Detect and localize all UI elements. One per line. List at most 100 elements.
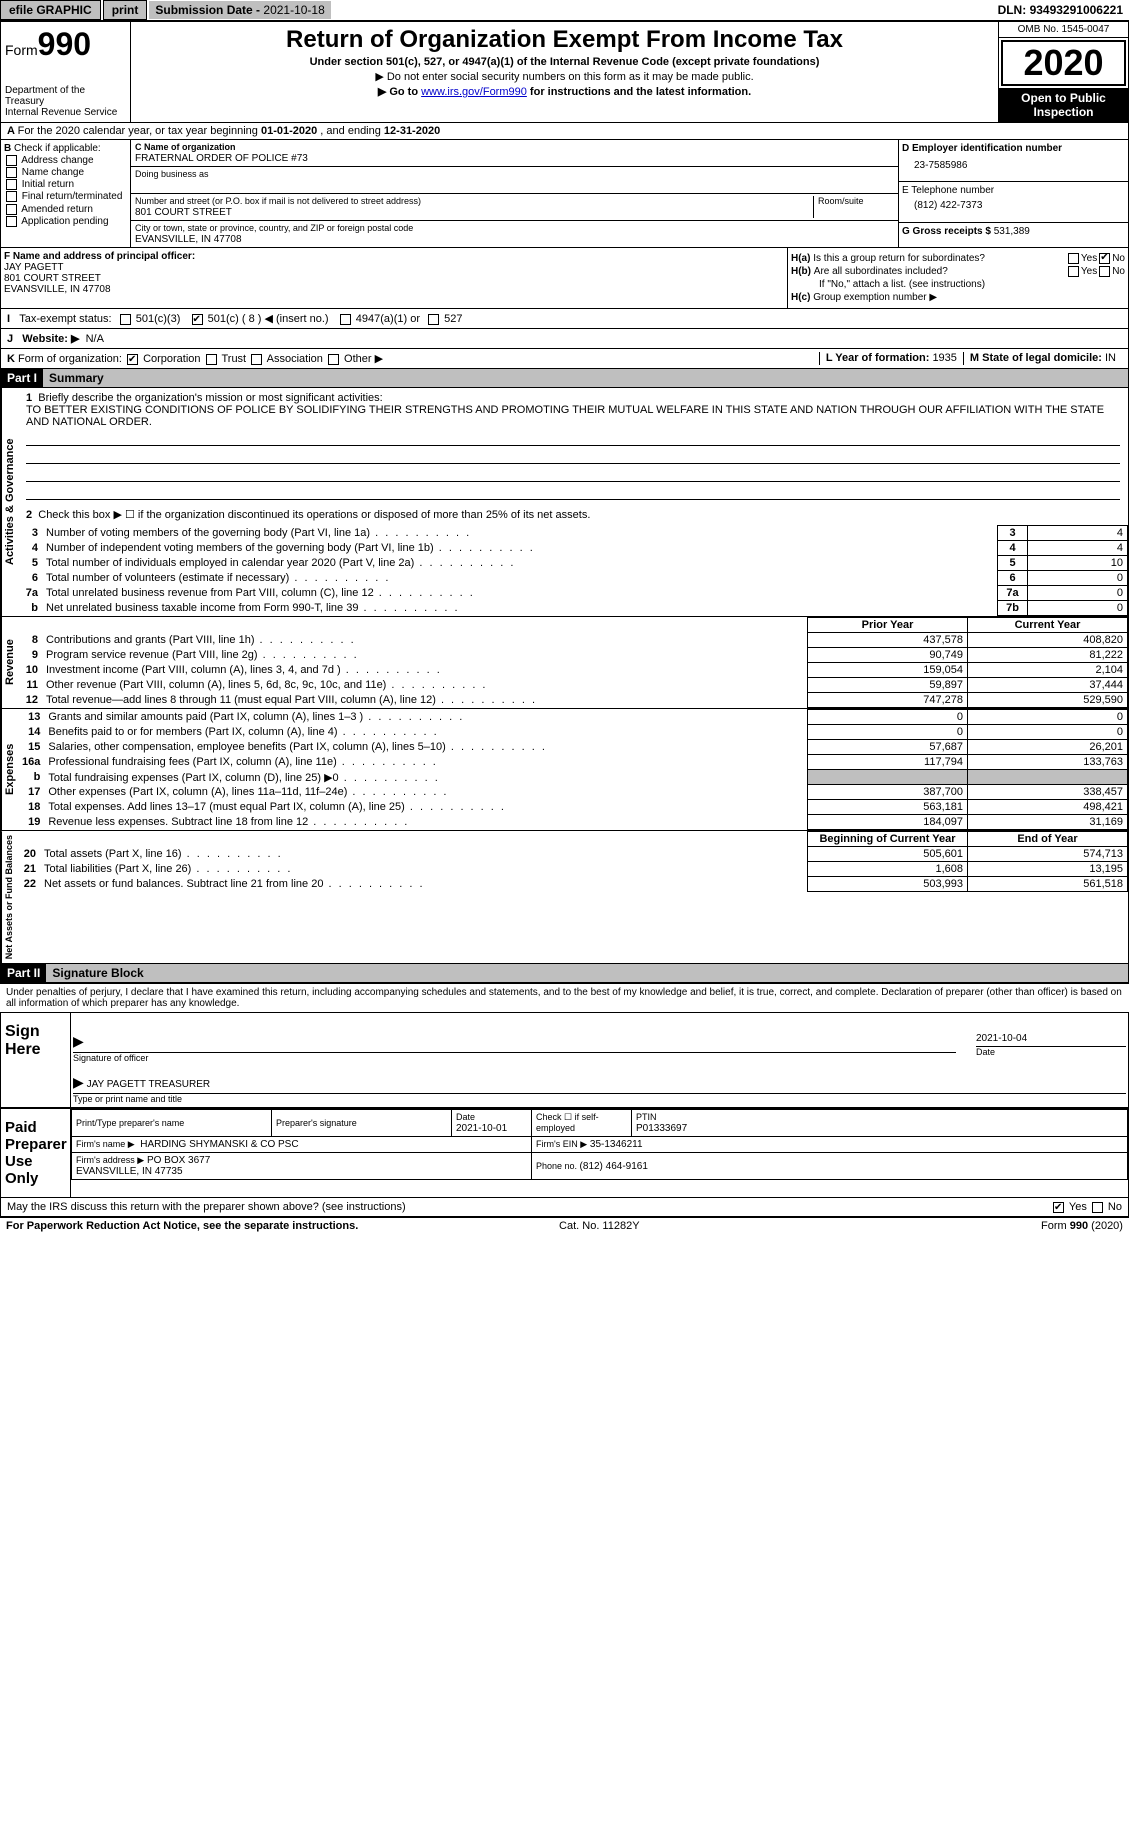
part1-title: Summary (43, 369, 1128, 387)
k-corp[interactable] (127, 354, 138, 365)
ssn-note: ▶ Do not enter social security numbers o… (135, 70, 994, 83)
table-row: 13Grants and similar amounts paid (Part … (18, 710, 1128, 725)
table-row: 18Total expenses. Add lines 13–17 (must … (18, 800, 1128, 815)
col-c-org-info: C Name of organization FRATERNAL ORDER O… (131, 140, 898, 247)
col-b-checkboxes: B Check if applicable: Address change Na… (1, 140, 131, 247)
sig-date: 2021-10-04 (976, 1033, 1027, 1044)
table-row: 16aProfessional fundraising fees (Part I… (18, 755, 1128, 770)
discuss-no[interactable] (1092, 1202, 1103, 1213)
top-bar: efile GRAPHIC print Submission Date - 20… (0, 0, 1129, 21)
ha-no[interactable] (1099, 253, 1110, 264)
col-f-officer: F Name and address of principal officer:… (1, 248, 788, 308)
side-governance: Activities & Governance (1, 388, 18, 616)
table-row: 19Revenue less expenses. Subtract line 1… (18, 815, 1128, 830)
hb-no[interactable] (1099, 266, 1110, 277)
table-row: bNet unrelated business taxable income f… (18, 601, 1128, 616)
firm-ein: 35-1346211 (590, 1139, 643, 1150)
side-expenses: Expenses (1, 709, 18, 830)
form-title-block: Return of Organization Exempt From Incom… (131, 22, 998, 122)
sec-expenses: Expenses 13Grants and similar amounts pa… (0, 709, 1129, 831)
table-row: 7aTotal unrelated business revenue from … (18, 586, 1128, 601)
table-row: 5Total number of individuals employed in… (18, 556, 1128, 571)
dept-treasury: Department of the Treasury Internal Reve… (5, 85, 126, 118)
paid-preparer-block: Paid Preparer Use Only Print/Type prepar… (0, 1108, 1129, 1198)
print-button[interactable]: print (103, 0, 148, 20)
form-year-box: OMB No. 1545-0047 2020 Open to Public In… (998, 22, 1128, 122)
table-row: bTotal fundraising expenses (Part IX, co… (18, 770, 1128, 785)
table-row: 14Benefits paid to or for members (Part … (18, 725, 1128, 740)
ein: 23-7585986 (902, 154, 1125, 177)
page-footer: For Paperwork Reduction Act Notice, see … (0, 1217, 1129, 1234)
sign-here-block: Sign Here ▶ Signature of officer 2021-10… (0, 1012, 1129, 1108)
tax-year: 2020 (1001, 40, 1126, 86)
table-row: 11Other revenue (Part VIII, column (A), … (18, 678, 1128, 693)
table-row: 8Contributions and grants (Part VIII, li… (18, 633, 1128, 648)
discuss-yes[interactable] (1053, 1202, 1064, 1213)
chk-amended-return[interactable]: Amended return (4, 204, 127, 215)
mission-text: TO BETTER EXISTING CONDITIONS OF POLICE … (26, 404, 1104, 428)
officer-name: JAY PAGETT TREASURER (87, 1079, 211, 1090)
open-to-public: Open to Public Inspection (999, 88, 1128, 122)
org-name: FRATERNAL ORDER OF POLICE #73 (135, 153, 308, 164)
col-h-group: H(a) Is this a group return for subordin… (788, 248, 1128, 308)
submission-date: Submission Date - 2021-10-18 (149, 1, 330, 19)
block-b-to-g: B Check if applicable: Address change Na… (0, 140, 1129, 248)
table-row: 20Total assets (Part X, line 16)505,6015… (16, 847, 1128, 862)
i-501c3[interactable] (120, 314, 131, 325)
table-row: 6Total number of volunteers (estimate if… (18, 571, 1128, 586)
part2-title: Signature Block (46, 964, 1128, 982)
perjury-statement: Under penalties of perjury, I declare th… (0, 983, 1129, 1012)
row-klm: K Form of organization: Corporation Trus… (0, 349, 1129, 369)
part1-header: Part I (1, 369, 43, 387)
table-row: 9Program service revenue (Part VIII, lin… (18, 648, 1128, 663)
table-row: 3Number of voting members of the governi… (18, 526, 1128, 541)
table-row: 15Salaries, other compensation, employee… (18, 740, 1128, 755)
col-d-to-g: D Employer identification number 23-7585… (898, 140, 1128, 247)
k-trust[interactable] (206, 354, 217, 365)
table-row: 17Other expenses (Part IX, column (A), l… (18, 785, 1128, 800)
chk-name-change[interactable]: Name change (4, 167, 127, 178)
sec-revenue: Revenue Prior Year Current Year 8Contrib… (0, 617, 1129, 709)
omb-number: OMB No. 1545-0047 (999, 22, 1128, 38)
form-number-box: Form990 Department of the Treasury Inter… (1, 22, 131, 122)
row-a-period: A For the 2020 calendar year, or tax yea… (0, 123, 1129, 140)
form-title: Return of Organization Exempt From Incom… (135, 26, 994, 54)
ptin: P01333697 (636, 1123, 687, 1134)
discuss-row: May the IRS discuss this return with the… (0, 1198, 1129, 1217)
chk-initial-return[interactable]: Initial return (4, 179, 127, 190)
firm-name: HARDING SHYMANSKI & CO PSC (140, 1139, 298, 1150)
i-4947[interactable] (340, 314, 351, 325)
efile-label: efile GRAPHIC (0, 0, 101, 20)
sec-net-assets: Net Assets or Fund Balances Beginning of… (0, 831, 1129, 964)
firm-phone: (812) 464-9161 (580, 1161, 648, 1172)
block-f-h: F Name and address of principal officer:… (0, 248, 1129, 309)
part2-header: Part II (1, 964, 46, 982)
row-i-tax-exempt: I Tax-exempt status: 501(c)(3) 501(c) ( … (0, 309, 1129, 329)
hb-yes[interactable] (1068, 266, 1079, 277)
chk-address-change[interactable]: Address change (4, 155, 127, 166)
sec-governance: Activities & Governance 1 Briefly descri… (0, 388, 1129, 617)
ha-yes[interactable] (1068, 253, 1079, 264)
chk-app-pending[interactable]: Application pending (4, 216, 127, 227)
i-501c[interactable] (192, 314, 203, 325)
table-row: 22Net assets or fund balances. Subtract … (16, 877, 1128, 892)
dln: DLN: 93493291006221 (998, 3, 1129, 17)
chk-final-return[interactable]: Final return/terminated (4, 191, 127, 202)
k-other[interactable] (328, 354, 339, 365)
gross-receipts: 531,389 (994, 226, 1030, 237)
org-street: 801 COURT STREET (135, 207, 232, 218)
instructions-link[interactable]: www.irs.gov/Form990 (421, 86, 527, 98)
side-revenue: Revenue (1, 617, 18, 708)
form-subtitle: Under section 501(c), 527, or 4947(a)(1)… (135, 56, 994, 68)
org-city: EVANSVILLE, IN 47708 (135, 234, 242, 245)
k-assoc[interactable] (251, 354, 262, 365)
side-net: Net Assets or Fund Balances (1, 831, 16, 963)
table-row: 21Total liabilities (Part X, line 26)1,6… (16, 862, 1128, 877)
instructions-note: ▶ Go to www.irs.gov/Form990 for instruct… (135, 85, 994, 98)
i-527[interactable] (428, 314, 439, 325)
telephone: (812) 422-7373 (902, 196, 1125, 215)
table-row: 12Total revenue—add lines 8 through 11 (… (18, 693, 1128, 708)
table-row: 10Investment income (Part VIII, column (… (18, 663, 1128, 678)
form-header: Form990 Department of the Treasury Inter… (0, 21, 1129, 123)
row-j-website: J Website: ▶ N/A (0, 329, 1129, 349)
